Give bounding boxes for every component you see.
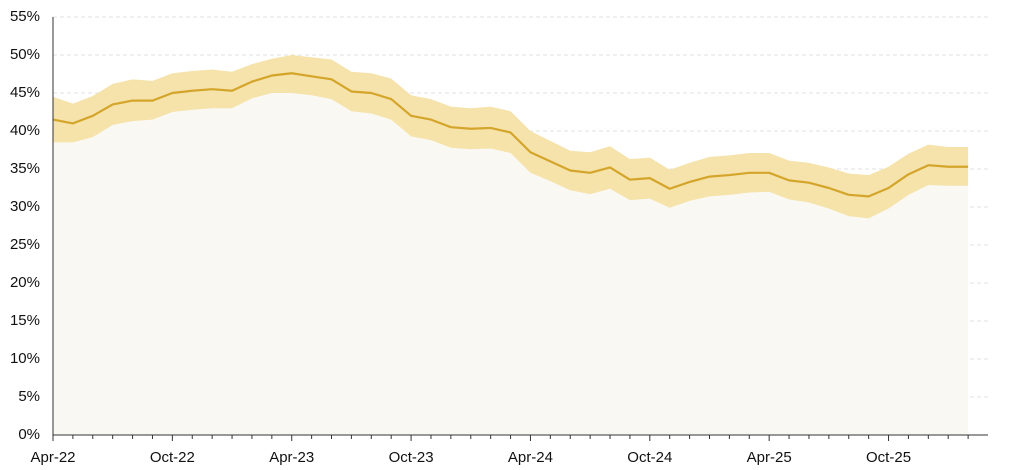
area-fill bbox=[53, 73, 969, 436]
line bbox=[52, 72, 969, 198]
y-tick-label: 10% bbox=[10, 350, 40, 367]
y-tick-label: 45% bbox=[10, 84, 40, 101]
y-tick-label: 55% bbox=[10, 8, 40, 25]
y-tick-label: 30% bbox=[10, 198, 40, 215]
y-tick-label: 5% bbox=[18, 388, 40, 405]
x-tick-label: Apr-23 bbox=[269, 449, 314, 466]
confidence-band bbox=[53, 55, 969, 219]
x-tick-label: Oct-24 bbox=[627, 449, 672, 466]
x-tick-label: Apr-25 bbox=[747, 449, 792, 466]
y-tick-label: 15% bbox=[10, 312, 40, 329]
x-tick-label: Apr-24 bbox=[508, 449, 553, 466]
x-tick-label: Oct-23 bbox=[389, 449, 434, 466]
x-tick-label: Apr-22 bbox=[30, 449, 75, 466]
y-tick-label: 20% bbox=[10, 274, 40, 291]
x-tick-label: Oct-25 bbox=[866, 449, 911, 466]
y-tick-label: 25% bbox=[10, 236, 40, 253]
y-tick-label: 35% bbox=[10, 160, 40, 177]
y-tick-label: 0% bbox=[18, 426, 40, 443]
y-tick-label: 50% bbox=[10, 46, 40, 63]
x-tick-label: Oct-22 bbox=[150, 449, 195, 466]
y-tick-label: 40% bbox=[10, 122, 40, 139]
